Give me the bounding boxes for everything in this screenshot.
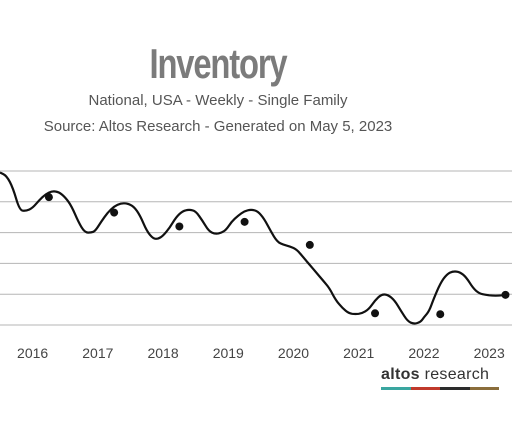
inventory-series-line [0, 171, 506, 325]
data-point-marker [305, 240, 314, 249]
data-point-marker [501, 290, 510, 299]
brand-word-altos: altos [381, 366, 420, 383]
chart-title: Inventory [149, 40, 288, 87]
x-tick-label: 2018 [147, 345, 178, 361]
brand-bar-segment [469, 387, 499, 390]
data-point-marker [175, 222, 184, 231]
chart-subtitle: National, USA - Weekly - Single Family [88, 92, 348, 109]
chart-source: Source: Altos Research - Generated on Ma… [43, 118, 393, 135]
data-point-marker [44, 193, 53, 202]
brand-bar-segment [410, 387, 440, 390]
x-tick-label: 2022 [408, 345, 439, 361]
data-point-marker [240, 217, 249, 226]
x-tick-label: 2020 [278, 345, 309, 361]
brand-bar-segment [440, 387, 470, 390]
x-tick-label: 2016 [17, 345, 48, 361]
x-tick-label: 2021 [343, 345, 374, 361]
x-tick-label: 2023 [474, 345, 505, 361]
altos-research-logo: altos research [381, 366, 501, 390]
x-tick-label: 2017 [82, 345, 113, 361]
brand-color-bar [381, 387, 499, 390]
x-tick-label: 2019 [213, 345, 244, 361]
data-point-marker [110, 208, 119, 217]
brand-word-research: research [419, 366, 490, 383]
data-point-marker [436, 310, 445, 319]
brand-bar-segment [381, 387, 411, 390]
data-point-marker [371, 309, 380, 318]
